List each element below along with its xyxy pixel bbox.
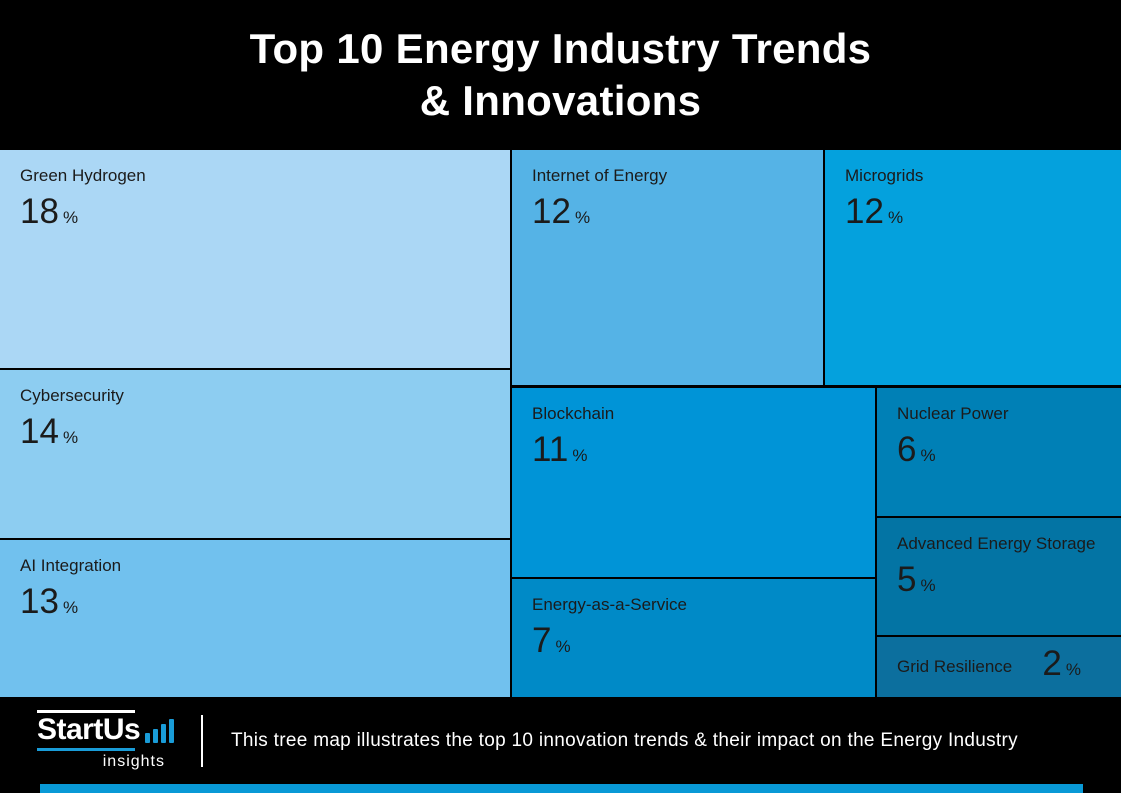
trend-value-blockchain: 11% <box>532 430 588 469</box>
treemap-cell-energy-as-a-service: Energy-as-a-Service 7% <box>512 579 875 697</box>
trend-label-internet-of-energy: Internet of Energy <box>532 166 668 185</box>
bottom-accent-bar <box>40 784 1083 793</box>
footer-caption: This tree map illustrates the top 10 inn… <box>231 729 1018 751</box>
trend-label-advanced-energy-storage: Advanced Energy Storage <box>897 534 1096 553</box>
trend-label-grid-resilience: Grid Resilience <box>897 657 1013 676</box>
trend-label-nuclear-power: Nuclear Power <box>897 404 1009 423</box>
trend-value-nuclear-power: 6% <box>897 430 936 469</box>
treemap-cell-advanced-energy-storage: Advanced Energy Storage 5% <box>877 518 1121 635</box>
footer-divider <box>201 714 203 767</box>
header: Top 10 Energy Industry Trends & Innovati… <box>0 0 1121 150</box>
logo-brand-text: StartUs <box>37 713 141 746</box>
trend-label-cybersecurity: Cybersecurity <box>20 386 124 405</box>
trend-label-green-hydrogen: Green Hydrogen <box>20 166 146 185</box>
treemap-cell-ai-integration: AI Integration 13% <box>0 540 510 697</box>
bar-chart-icon <box>145 719 177 743</box>
logo-main: StartUs <box>37 713 175 746</box>
trend-label-energy-as-a-service: Energy-as-a-Service <box>532 595 687 614</box>
logo-underline <box>37 748 135 751</box>
footer: StartUs insights This tree map illustrat… <box>0 697 1121 784</box>
trend-label-blockchain: Blockchain <box>532 404 615 423</box>
startus-insights-logo: StartUs insights <box>37 710 175 771</box>
treemap-cell-internet-of-energy: Internet of Energy 12% <box>512 150 823 385</box>
trend-value-cybersecurity: 14% <box>20 412 79 451</box>
trend-value-green-hydrogen: 18% <box>20 192 79 231</box>
trend-value-advanced-energy-storage: 5% <box>897 560 936 599</box>
logo-sub-text: insights <box>102 753 165 770</box>
trend-value-internet-of-energy: 12% <box>532 192 591 231</box>
treemap-cell-blockchain: Blockchain 11% <box>512 388 875 577</box>
trend-value-energy-as-a-service: 7% <box>532 621 571 660</box>
trend-label-microgrids: Microgrids <box>845 166 924 185</box>
logo-overline <box>37 710 135 713</box>
trend-value-ai-integration: 13% <box>20 582 79 621</box>
treemap-cell-grid-resilience: Grid Resilience 2% <box>877 637 1121 697</box>
page-title-line-1: Top 10 Energy Industry Trends <box>249 25 872 72</box>
treemap-cell-green-hydrogen: Green Hydrogen 18% <box>0 150 510 368</box>
treemap-cell-cybersecurity: Cybersecurity 14% <box>0 370 510 538</box>
page-title-line-2: & Innovations <box>419 77 702 124</box>
trend-value-microgrids: 12% <box>845 192 904 231</box>
treemap-cell-nuclear-power: Nuclear Power 6% <box>877 388 1121 516</box>
trend-value-grid-resilience: 2% <box>1042 644 1081 683</box>
treemap: Green Hydrogen 18% Cybersecurity 14% AI Inte… <box>0 150 1121 697</box>
treemap-cell-microgrids: Microgrids 12% <box>825 150 1121 385</box>
trend-label-ai-integration: AI Integration <box>20 556 122 575</box>
